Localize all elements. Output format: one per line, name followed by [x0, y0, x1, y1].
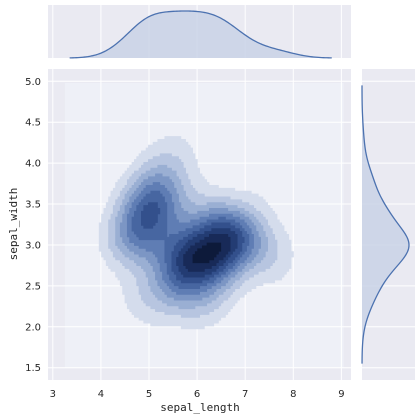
- contour-band: [192, 242, 222, 264]
- y-tick-label: 4.5: [25, 118, 41, 129]
- x-tick-label: 9: [338, 389, 344, 400]
- top-marginal-density-line: [69, 10, 332, 59]
- x-tick-label: 4: [98, 389, 104, 400]
- y-tick-label: 5.0: [25, 77, 41, 88]
- x-tick-label: 3: [50, 389, 56, 400]
- y-axis-label: sepal_width: [7, 188, 20, 261]
- x-tick-label: 8: [290, 389, 296, 400]
- y-tick-label: 1.5: [25, 363, 41, 374]
- right-marginal-density-area: [362, 85, 409, 364]
- x-tick-label: 6: [194, 389, 200, 400]
- y-tick-label: 2.5: [25, 281, 41, 292]
- y-tick-label: 3.5: [25, 200, 41, 211]
- x-axis-ticks: 3 4 5 6 7 8 9: [50, 389, 345, 400]
- kde-contours: [98, 136, 294, 330]
- y-tick-label: 3.0: [25, 240, 41, 251]
- x-axis-label: sepal_length: [160, 401, 239, 414]
- y-tick-label: 4.0: [25, 159, 41, 170]
- contour-level-10: [192, 242, 222, 264]
- right-marginal-density-line: [361, 85, 410, 364]
- x-tick-label: 5: [146, 389, 152, 400]
- y-tick-label: 2.0: [25, 322, 41, 333]
- y-axis-ticks: 1.5 2.0 2.5 3.0 3.5 4.0 4.5 5.0: [25, 77, 41, 374]
- x-tick-label: 7: [242, 389, 248, 400]
